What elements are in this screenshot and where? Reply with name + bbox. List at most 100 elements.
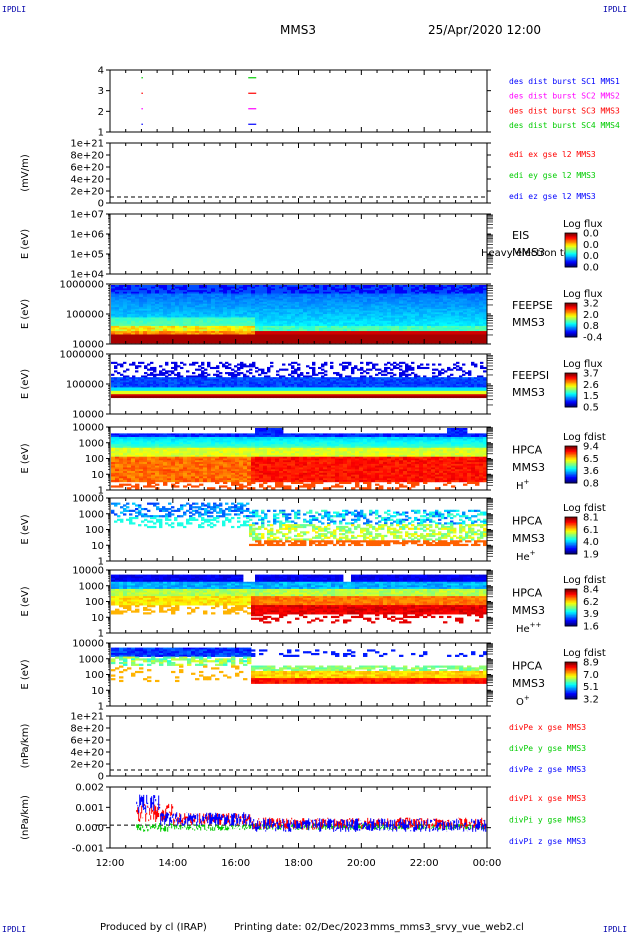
spectrogram-cell xyxy=(300,377,304,380)
spectrogram-cell xyxy=(423,300,428,303)
spectrogram-cell xyxy=(151,308,156,311)
spectrogram-cell xyxy=(475,325,480,329)
spectrogram-cell xyxy=(251,286,256,289)
spectrogram-cell xyxy=(227,317,232,320)
spectrogram-cell xyxy=(150,373,154,376)
corner-label-bottom-left: IPDLI xyxy=(2,925,26,934)
spectrogram-cell xyxy=(347,317,352,320)
spectrogram-cell xyxy=(383,320,388,323)
spectrogram-cell xyxy=(415,331,420,334)
spectrogram-cell xyxy=(372,384,376,387)
spectrogram-cell xyxy=(319,324,324,327)
spectrogram-cell xyxy=(231,378,235,381)
spectrogram-cell xyxy=(319,325,324,329)
spectrogram-cell xyxy=(267,341,272,344)
spectrogram-cell xyxy=(347,286,352,289)
spectrogram-cell xyxy=(312,387,316,390)
spectrogram-cell xyxy=(348,395,352,399)
spectrogram-cell xyxy=(267,288,272,291)
spectrogram-cell xyxy=(383,332,388,335)
spectrogram-cell xyxy=(219,329,224,332)
spectrogram-cell xyxy=(335,336,340,339)
spectrogram-cell xyxy=(235,341,240,344)
spectrogram-cell xyxy=(179,291,184,294)
spectrogram-cell xyxy=(144,378,148,381)
spectrogram-cell xyxy=(297,389,301,392)
spectrogram-cell xyxy=(359,336,364,339)
spectrogram-cell xyxy=(283,339,288,342)
spectrogram-cell xyxy=(355,315,360,318)
spectrogram-cell xyxy=(300,394,304,397)
spectrogram-cell xyxy=(415,298,420,301)
spectrogram-cell xyxy=(267,380,271,383)
spectrogram-cell xyxy=(279,375,283,378)
spectrogram-cell xyxy=(147,322,152,325)
spectrogram-cell xyxy=(348,377,352,380)
spectrogram-cell xyxy=(287,332,292,335)
colorbar-swatch xyxy=(565,237,577,240)
spectrogram-cell xyxy=(115,339,120,342)
spectrogram-cell xyxy=(175,290,180,293)
spectrogram-cell xyxy=(447,319,452,322)
spectrogram-cell xyxy=(207,325,212,329)
colorbar-swatch xyxy=(565,262,577,265)
spectrogram-cell xyxy=(139,303,144,306)
spectrogram-cell xyxy=(183,312,188,315)
spectrogram-cell xyxy=(237,378,241,381)
spectrogram-cell xyxy=(435,315,440,318)
spectrogram-cell xyxy=(175,285,180,288)
spectrogram-cell xyxy=(451,322,456,325)
spectrogram-cell xyxy=(135,285,140,288)
spectrogram-cell xyxy=(407,341,412,344)
spectrogram-cell xyxy=(246,380,250,383)
spectrogram-cell xyxy=(252,365,256,368)
spectrogram-cell xyxy=(303,331,308,334)
spectrogram-cell xyxy=(411,332,416,335)
spectrogram-cell xyxy=(372,382,376,385)
spectrogram-cell xyxy=(291,296,296,300)
spectrogram-cell xyxy=(159,322,164,325)
spectrogram-cell xyxy=(195,305,200,308)
spectrogram-cell xyxy=(343,303,348,306)
spectrogram-cell xyxy=(223,337,228,340)
spectrogram-cell xyxy=(311,305,316,308)
spectrogram-cell xyxy=(339,325,344,329)
spectrogram-cell xyxy=(252,377,256,380)
spectrogram-cell xyxy=(307,332,312,335)
spectrogram-cell xyxy=(291,378,295,381)
spectrogram-cell xyxy=(252,384,256,387)
spectrogram-cell xyxy=(479,315,484,318)
spectrogram-cell xyxy=(259,305,264,308)
spectrogram-cell xyxy=(234,373,238,376)
spectrogram-cell xyxy=(275,307,280,310)
spectrogram-cell xyxy=(213,395,217,399)
spectrogram-cell xyxy=(219,334,224,337)
spectrogram-cell xyxy=(324,384,328,387)
spectrogram-cell xyxy=(222,395,226,399)
spectrogram-cell xyxy=(240,366,244,370)
spectrogram-cell xyxy=(189,380,193,383)
spectrogram-cell xyxy=(127,324,132,327)
spectrogram-cell xyxy=(219,394,223,397)
spectrogram-cell xyxy=(403,324,408,327)
spectrogram-cell xyxy=(342,368,346,371)
spectrogram-cell xyxy=(247,308,252,311)
spectrogram-cell xyxy=(255,384,259,387)
spectrogram-cell xyxy=(323,293,328,296)
spectrogram-cell xyxy=(123,378,127,381)
spectrogram-cell xyxy=(372,394,376,397)
spectrogram-cell xyxy=(347,322,352,325)
spectrogram-cell xyxy=(459,307,464,310)
spectrogram-cell xyxy=(141,385,145,388)
spectrogram-cell xyxy=(297,368,301,371)
spectrogram-cell xyxy=(279,331,284,334)
spectrogram-cell xyxy=(471,319,476,322)
spectrogram-cell xyxy=(279,332,284,335)
spectrogram-cell xyxy=(183,324,188,327)
spectrogram-cell xyxy=(339,382,343,385)
spectrogram-cell xyxy=(323,290,328,293)
spectrogram-cell xyxy=(219,288,224,291)
spectrogram-cell xyxy=(255,288,260,291)
spectrogram-cell xyxy=(177,378,181,381)
spectrogram-cell xyxy=(471,315,476,318)
